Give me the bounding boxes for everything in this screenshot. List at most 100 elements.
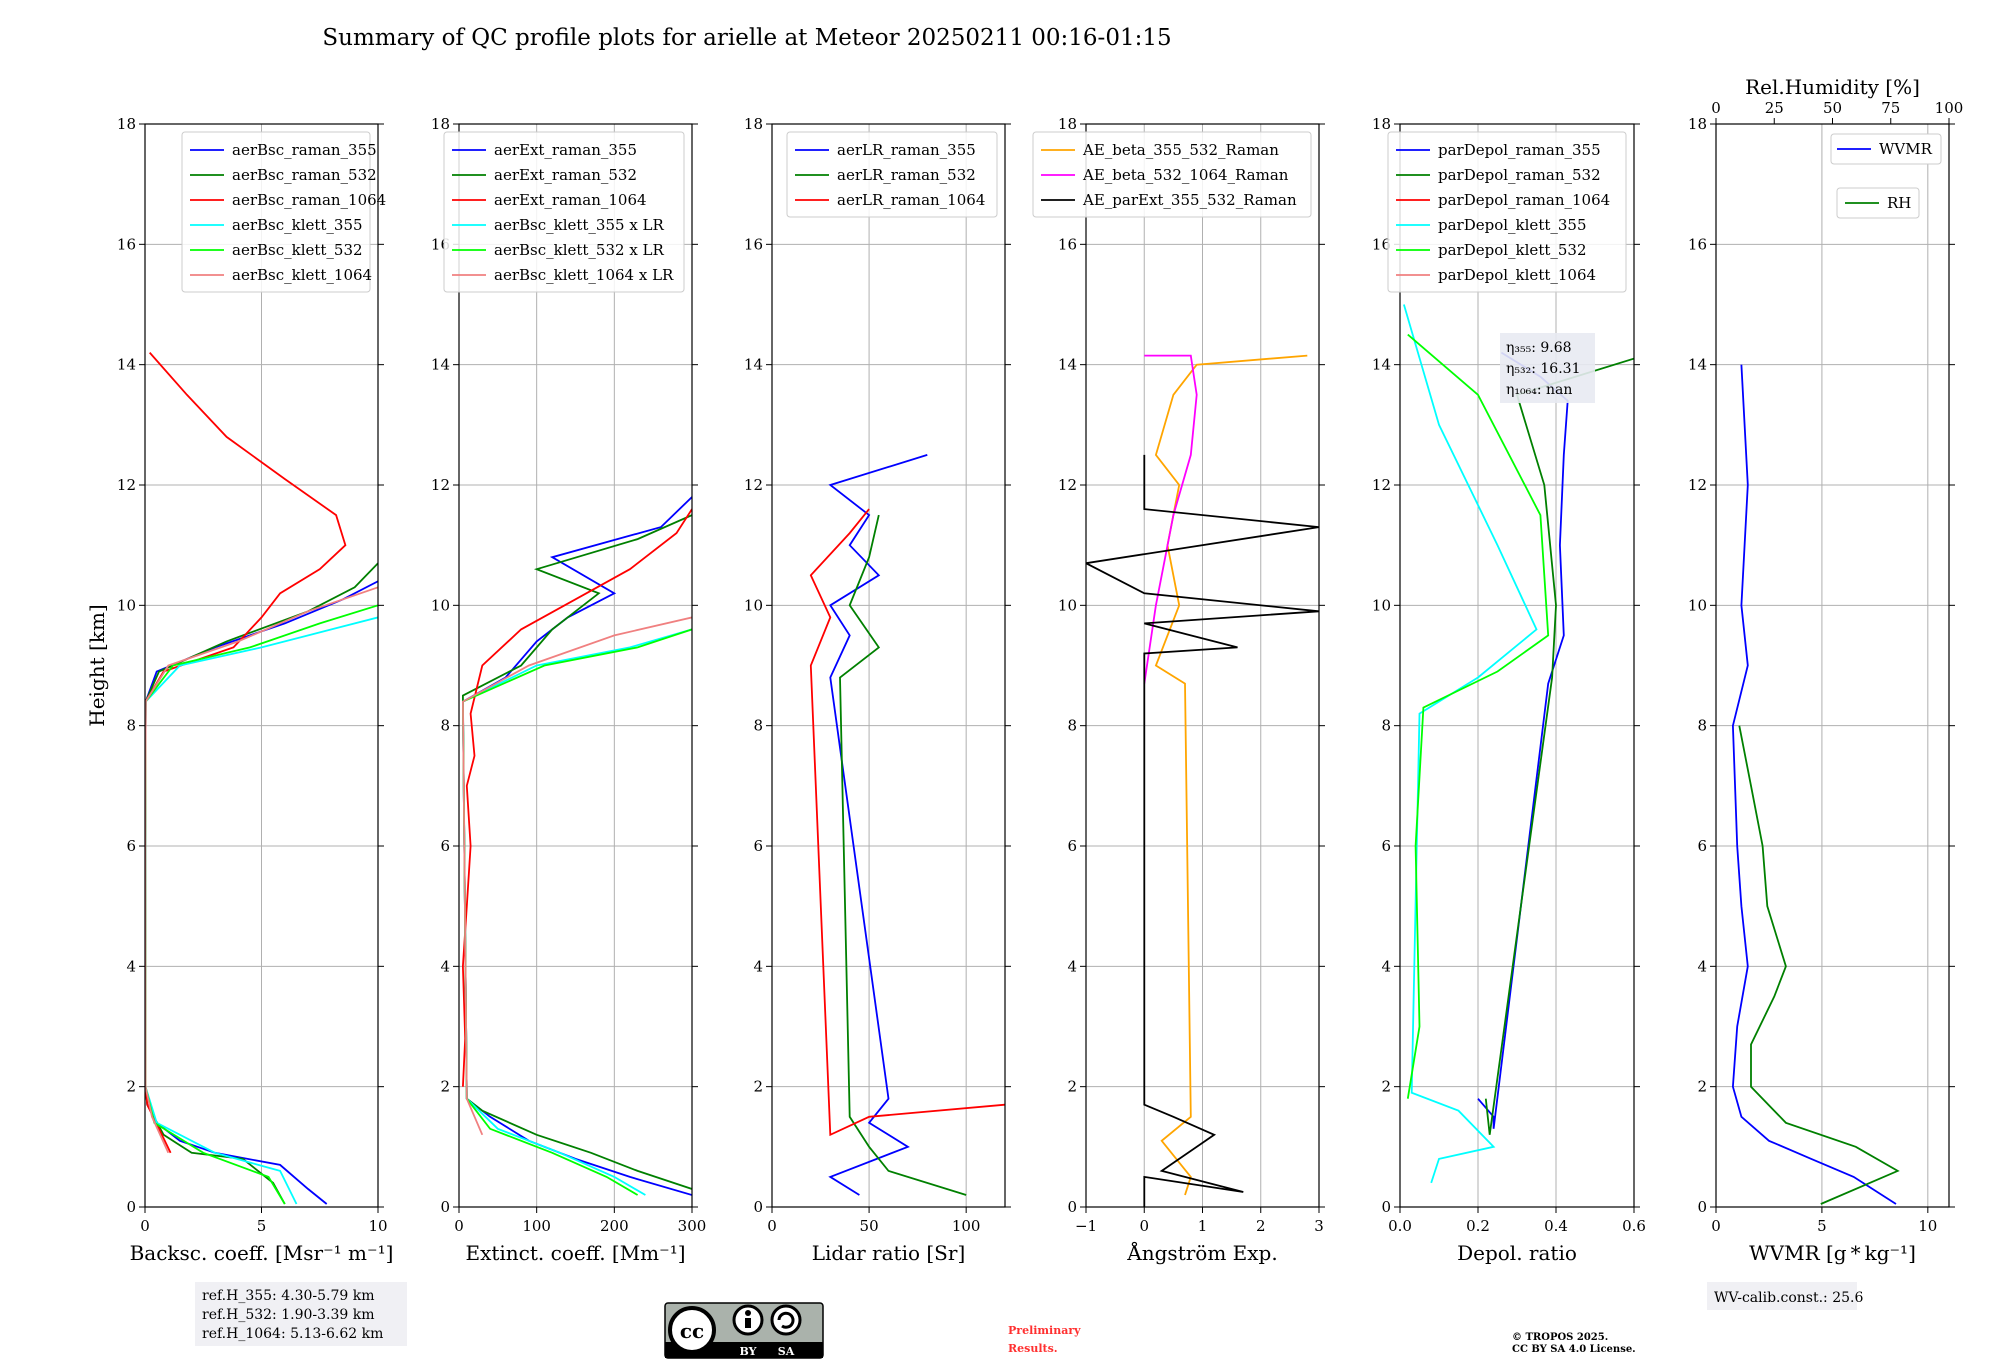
- y-tick-label: 16: [1688, 235, 1707, 253]
- y-tick-label: 16: [1058, 235, 1077, 253]
- wv-calib-text: WV-calib.const.: 25.6: [1714, 1290, 1863, 1306]
- svg-text:cc: cc: [680, 1319, 704, 1343]
- y-tick-label: 6: [1381, 837, 1391, 855]
- y-tick-label: 10: [744, 596, 763, 614]
- x-tick-label: 0: [140, 1217, 150, 1235]
- y-tick-label: 14: [1372, 356, 1391, 374]
- y-tick-label: 14: [117, 356, 136, 374]
- y-tick-label: 2: [126, 1078, 136, 1096]
- y-tick-label: 8: [1697, 717, 1707, 735]
- x-tick-label: 0: [767, 1217, 777, 1235]
- series-line-aerbsc-klett-355-x-lr: [461, 628, 692, 1196]
- y-tick-label: 18: [1688, 115, 1707, 133]
- x-axis-label: Lidar ratio [Sr]: [812, 1241, 966, 1265]
- series-line-pardepol-raman-355: [1477, 351, 1569, 1129]
- y-tick-label: 18: [431, 115, 450, 133]
- y-tick-label: 6: [126, 837, 136, 855]
- preliminary-line-2: Results.: [1008, 1342, 1058, 1355]
- figure-title: Summary of QC profile plots for arielle …: [322, 25, 1171, 51]
- x-tick-label: 50: [860, 1217, 879, 1235]
- series-line-ae-beta-355-532-raman: [1154, 354, 1308, 1196]
- axes-frame: [458, 123, 693, 1208]
- legend-label: parDepol_klett_532: [1438, 241, 1587, 259]
- panel-5: 0.0 0.2 0.4 0.6 0 2 4 6 8 10 12 14 16 18 Depol. ratio p…: [1372, 115, 1646, 1265]
- legend-label: parDepol_raman_1064: [1438, 191, 1610, 209]
- legend-label: aerExt_raman_532: [494, 166, 637, 184]
- axes-frame: [771, 123, 1006, 1208]
- legend-label: aerLR_raman_532: [837, 166, 976, 184]
- y-tick-label: 16: [744, 235, 763, 253]
- y-tick-label: 14: [431, 356, 450, 374]
- legend-box: WVMR: [1830, 133, 1942, 165]
- eta-annotation-box: η₃₅₅: 9.68 η₅₃₂: 16.31 η₁₀₆₄: nan: [1500, 333, 1595, 403]
- series-line-aerext-raman-532: [461, 514, 692, 1190]
- y-tick-label: 2: [1067, 1078, 1077, 1096]
- y-tick-label: 2: [1697, 1078, 1707, 1096]
- y-tick-label: 12: [1372, 476, 1391, 494]
- y-tick-label: 8: [1381, 717, 1391, 735]
- series-line-ae-beta-532-1064-raman: [1143, 354, 1198, 684]
- y-tick-label: 12: [1688, 476, 1707, 494]
- series-line-aerbsc-raman-1064: [145, 352, 347, 1154]
- y-tick-label: 4: [1697, 957, 1707, 975]
- panel-3: 0 50 100 0 2 4 6 8 10 12 14 16 18 Lidar ratio [Sr] aer…: [744, 115, 1011, 1265]
- legend-label: aerBsc_raman_532: [232, 166, 377, 184]
- preliminary-line-1: Preliminary: [1008, 1324, 1081, 1337]
- top-x-tick-label: 100: [1935, 99, 1964, 117]
- y-tick-label: 4: [126, 957, 136, 975]
- x-axis-label: Depol. ratio: [1457, 1241, 1577, 1265]
- y-tick-label: 14: [1688, 356, 1707, 374]
- y-tick-label: 2: [1381, 1078, 1391, 1096]
- y-tick-label: 6: [1067, 837, 1077, 855]
- x-tick-label: 3: [1314, 1217, 1324, 1235]
- cc-sa-label: SA: [778, 1345, 795, 1358]
- x-tick-label: 0: [1711, 1217, 1721, 1235]
- x-tick-label: 100: [522, 1217, 551, 1235]
- y-tick-label: 0: [440, 1198, 450, 1216]
- series-line-wvmr: [1731, 364, 1897, 1205]
- y-tick-label: 6: [440, 837, 450, 855]
- x-tick-label: 0.6: [1622, 1217, 1646, 1235]
- y-tick-label: 6: [1697, 837, 1707, 855]
- y-tick-label: 6: [753, 837, 763, 855]
- y-tick-label: 2: [440, 1078, 450, 1096]
- refh-355-text: ref.H_355: 4.30-5.79 km: [202, 1288, 375, 1304]
- copyright-line-2: CC BY SA 4.0 License.: [1512, 1344, 1636, 1355]
- legend-label: aerBsc_klett_532 x LR: [494, 241, 665, 259]
- x-axis-label: Ångström Exp.: [1126, 1240, 1277, 1265]
- y-tick-label: 2: [753, 1078, 763, 1096]
- x-axis-label: Extinct. coeff. [Mm⁻¹]: [465, 1241, 685, 1265]
- legend-box: parDepol_raman_355 parDepol_raman_532 parD…: [1387, 131, 1627, 293]
- top-x-tick-label: 0: [1711, 99, 1721, 117]
- axes-frame: [1399, 123, 1635, 1208]
- wv-calib-box: [1707, 1282, 1857, 1310]
- y-axis-label: Height [km]: [85, 604, 109, 726]
- cc-license-badge: cc BY SA: [664, 1302, 824, 1359]
- legend-label: parDepol_raman_355: [1438, 141, 1601, 159]
- legend-label: parDepol_klett_1064: [1438, 266, 1596, 284]
- y-tick-label: 12: [1058, 476, 1077, 494]
- legend-label: RH: [1887, 194, 1911, 212]
- x-tick-label: −1: [1075, 1217, 1097, 1235]
- y-tick-label: 10: [431, 596, 450, 614]
- eta-532-text: η₅₃₂: 16.31: [1506, 361, 1580, 377]
- y-tick-label: 16: [117, 235, 136, 253]
- y-tick-label: 4: [1381, 957, 1391, 975]
- x-tick-label: 200: [600, 1217, 629, 1235]
- y-tick-label: 16: [1372, 235, 1391, 253]
- series-line-pardepol-klett-355: [1403, 304, 1538, 1184]
- top-x-axis-label: Rel.Humidity [%]: [1745, 75, 1920, 99]
- x-tick-label: 0: [454, 1217, 464, 1235]
- series-line-aerlr-raman-355: [828, 454, 928, 1196]
- reference-height-box: ref.H_355: 4.30-5.79 km ref.H_532: 1.90-…: [195, 1282, 407, 1346]
- x-tick-label: 100: [952, 1217, 981, 1235]
- x-tick-label: 0.0: [1388, 1217, 1412, 1235]
- top-x-tick-label: 75: [1881, 99, 1900, 117]
- y-tick-label: 8: [126, 717, 136, 735]
- y-tick-label: 18: [1058, 115, 1077, 133]
- x-axis-label: WVMR [g * kg⁻¹]: [1749, 1241, 1916, 1265]
- y-tick-label: 12: [117, 476, 136, 494]
- y-tick-label: 8: [753, 717, 763, 735]
